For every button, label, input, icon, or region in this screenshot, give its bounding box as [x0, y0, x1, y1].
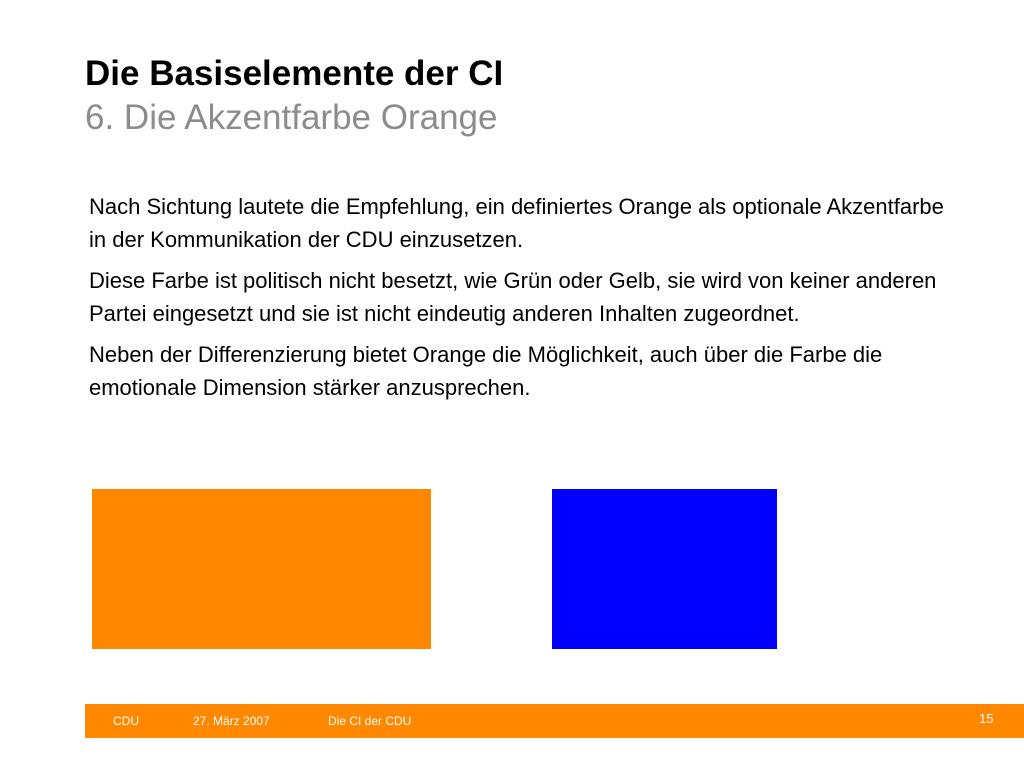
paragraph-recommendation: Nach Sichtung lautete die Empfehlung, ei… [89, 194, 944, 252]
paragraph-differentiation: Neben der Differenzierung bietet Orange … [89, 342, 883, 400]
slide-subtitle: 6. Die Akzentfarbe Orange [85, 98, 498, 137]
body-text: Nach Sichtung lautete die Empfehlung, ei… [89, 190, 949, 412]
footer-date: 27. März 2007 [193, 714, 270, 728]
paragraph-politics: Diese Farbe ist politisch nicht besetzt,… [89, 268, 937, 326]
page-number: 15 [979, 711, 994, 726]
orange-color-swatch [92, 489, 431, 649]
footer-organization: CDU [113, 714, 139, 728]
footer-bar: CDU 27. März 2007 Die CI der CDU 15 [85, 704, 1024, 738]
slide-title: Die Basiselemente der CI [85, 54, 504, 93]
footer-document-title: Die CI der CDU [328, 714, 412, 728]
blue-color-swatch [552, 489, 777, 649]
